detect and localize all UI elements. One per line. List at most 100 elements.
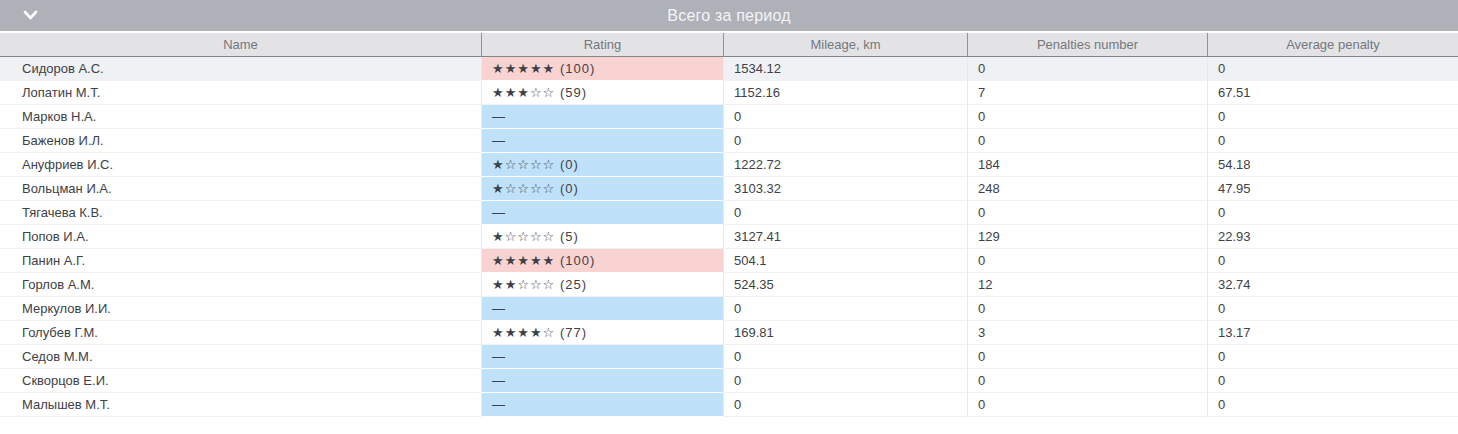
rating-cell: ★★★★★ (100) [481,57,723,81]
mileage-cell: 0 [723,129,967,153]
rating-cell: — [481,297,723,321]
name-cell: Седов М.М. [0,345,481,369]
penalties-cell: 7 [967,81,1207,105]
rating-cell: ★☆☆☆☆ (5) [481,225,723,249]
average-penalty-cell: 67.51 [1207,81,1458,105]
name-cell: Скворцов Е.И. [0,369,481,393]
mileage-cell: 0 [723,393,967,417]
penalties-cell: 0 [967,297,1207,321]
table-row[interactable]: Скворцов Е.И. — 0 0 0 [0,369,1458,393]
penalties-cell: 0 [967,393,1207,417]
average-penalty-cell: 0 [1207,345,1458,369]
average-penalty-cell: 0 [1207,201,1458,225]
name-cell: Лопатин М.Т. [0,81,481,105]
name-cell: Вольцман И.А. [0,177,481,201]
rating-cell: — [481,105,723,129]
penalties-cell: 12 [967,273,1207,297]
rating-cell: ★★★★☆ (77) [481,321,723,345]
penalties-cell: 0 [967,105,1207,129]
mileage-cell: 0 [723,345,967,369]
name-cell: Марков Н.А. [0,105,481,129]
name-cell: Сидоров А.С. [0,57,481,81]
table-row[interactable]: Сидоров А.С. ★★★★★ (100) 1534.12 0 0 [0,57,1458,81]
column-header-name[interactable]: Name [0,33,481,56]
average-penalty-cell: 0 [1207,129,1458,153]
penalties-cell: 0 [967,129,1207,153]
penalties-cell: 0 [967,345,1207,369]
name-cell: Ануфриев И.С. [0,153,481,177]
table-row[interactable]: Баженов И.Л. — 0 0 0 [0,129,1458,153]
column-header-row: Name Rating Mileage, km Penalties number… [0,33,1458,57]
average-penalty-cell: 22.93 [1207,225,1458,249]
name-cell: Малышев М.Т. [0,393,481,417]
name-cell: Попов И.А. [0,225,481,249]
average-penalty-cell: 0 [1207,297,1458,321]
table-row[interactable]: Ануфриев И.С. ★☆☆☆☆ (0) 1222.72 184 54.1… [0,153,1458,177]
average-penalty-cell: 54.18 [1207,153,1458,177]
penalties-cell: 0 [967,369,1207,393]
average-penalty-cell: 13.17 [1207,321,1458,345]
name-cell: Меркулов И.И. [0,297,481,321]
mileage-cell: 3103.32 [723,177,967,201]
mileage-cell: 1222.72 [723,153,967,177]
rating-cell: ★☆☆☆☆ (0) [481,177,723,201]
rating-cell: ★★★☆☆ (59) [481,81,723,105]
table-row[interactable]: Меркулов И.И. — 0 0 0 [0,297,1458,321]
average-penalty-cell: 0 [1207,393,1458,417]
mileage-cell: 0 [723,297,967,321]
name-cell: Тягачева К.В. [0,201,481,225]
mileage-cell: 504.1 [723,249,967,273]
column-header-penalties[interactable]: Penalties number [967,33,1207,56]
table-row[interactable]: Вольцман И.А. ★☆☆☆☆ (0) 3103.32 248 47.9… [0,177,1458,201]
name-cell: Баженов И.Л. [0,129,481,153]
mileage-cell: 0 [723,105,967,129]
average-penalty-cell: 32.74 [1207,273,1458,297]
mileage-cell: 0 [723,201,967,225]
table-row[interactable]: Тягачева К.В. — 0 0 0 [0,201,1458,225]
table-row[interactable]: Малышев М.Т. — 0 0 0 [0,393,1458,417]
rating-cell: — [481,369,723,393]
penalties-cell: 248 [967,177,1207,201]
rating-cell: — [481,201,723,225]
penalties-cell: 0 [967,249,1207,273]
penalties-cell: 184 [967,153,1207,177]
panel-title: Всего за период [0,7,1458,25]
name-cell: Горлов А.М. [0,273,481,297]
penalties-cell: 0 [967,57,1207,81]
average-penalty-cell: 0 [1207,249,1458,273]
average-penalty-cell: 0 [1207,369,1458,393]
collapse-button[interactable] [21,7,39,25]
rating-cell: — [481,345,723,369]
mileage-cell: 3127.41 [723,225,967,249]
table-body: Сидоров А.С. ★★★★★ (100) 1534.12 0 0 Лоп… [0,57,1458,417]
table-row[interactable]: Горлов А.М. ★★☆☆☆ (25) 524.35 12 32.74 [0,273,1458,297]
rating-cell: — [481,393,723,417]
table-row[interactable]: Панин А.Г. ★★★★★ (100) 504.1 0 0 [0,249,1458,273]
mileage-cell: 1534.12 [723,57,967,81]
mileage-cell: 524.35 [723,273,967,297]
column-header-rating[interactable]: Rating [481,33,723,56]
rating-cell: ★★☆☆☆ (25) [481,273,723,297]
average-penalty-cell: 0 [1207,105,1458,129]
table-row[interactable]: Седов М.М. — 0 0 0 [0,345,1458,369]
panel-header: Всего за период [0,0,1458,31]
table-row[interactable]: Марков Н.А. — 0 0 0 [0,105,1458,129]
mileage-cell: 169.81 [723,321,967,345]
driver-stats-panel: Всего за период Name Rating Mileage, km … [0,0,1458,434]
penalties-cell: 129 [967,225,1207,249]
column-header-mileage[interactable]: Mileage, km [723,33,967,56]
penalties-cell: 0 [967,201,1207,225]
rating-cell: ★☆☆☆☆ (0) [481,153,723,177]
table-row[interactable]: Голубев Г.М. ★★★★☆ (77) 169.81 3 13.17 [0,321,1458,345]
table-row[interactable]: Попов И.А. ★☆☆☆☆ (5) 3127.41 129 22.93 [0,225,1458,249]
name-cell: Голубев Г.М. [0,321,481,345]
name-cell: Панин А.Г. [0,249,481,273]
mileage-cell: 0 [723,369,967,393]
column-header-average-penalty[interactable]: Average penalty [1207,33,1458,56]
average-penalty-cell: 47.95 [1207,177,1458,201]
rating-cell: — [481,129,723,153]
chevron-down-icon [23,10,38,21]
penalties-cell: 3 [967,321,1207,345]
table-row[interactable]: Лопатин М.Т. ★★★☆☆ (59) 1152.16 7 67.51 [0,81,1458,105]
mileage-cell: 1152.16 [723,81,967,105]
